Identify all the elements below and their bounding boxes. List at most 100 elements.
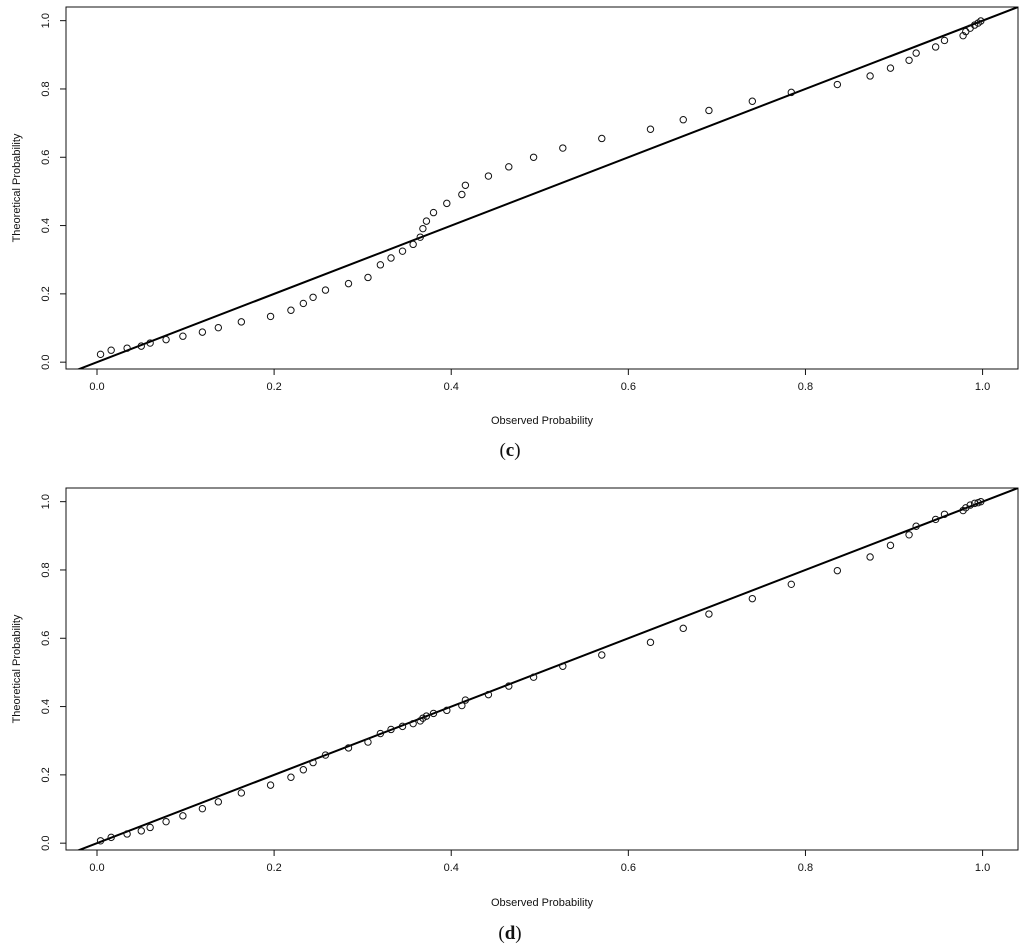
x-tick-label: 0.8 [798,381,813,393]
y-tick-label: 0.8 [40,562,52,577]
data-point [484,172,493,180]
y-tick-label: 0.6 [40,631,52,646]
data-point [886,541,895,550]
data-point [443,199,451,208]
data-point [912,49,920,57]
panel-c: Theoretical Probability Observed Probabi… [11,6,1019,461]
data-point [107,833,115,842]
x-tick-label: 0.8 [798,862,813,874]
data-point [198,328,207,336]
data-point [237,789,246,797]
data-point [198,804,207,813]
x-tick-label: 0.4 [444,862,459,874]
data-point [214,323,223,332]
data-point [123,344,131,352]
data-point [146,823,154,832]
data-point [409,240,417,249]
data-point [646,638,655,647]
data-point [787,580,795,589]
y-axis-label: Theoretical Probability [11,133,23,242]
data-point [484,690,493,699]
data-point [787,88,795,97]
y-tick-label: 0.2 [40,286,52,301]
data-point [443,706,451,715]
x-axis-label: Observed Probability [491,415,594,427]
data-point [409,719,417,728]
x-tick-label: 0.6 [621,381,636,393]
data-point [376,729,385,738]
data-point [705,610,713,618]
x-tick-label: 1.0 [975,862,990,874]
data-point [429,208,438,217]
data-point [458,701,466,710]
data-point [214,798,223,806]
y-tick-label: 0.6 [40,150,52,165]
data-point [598,134,606,143]
data-point [833,566,842,575]
data-point [833,80,842,89]
data-point [422,712,431,720]
data-point [266,312,275,321]
data-point [458,190,466,199]
data-point [266,781,275,789]
data-point [419,224,427,233]
data-point [905,531,913,539]
data-point [646,125,655,133]
reference-line [76,7,1018,369]
data-point [344,279,353,288]
y-tick-label: 0.0 [40,355,52,370]
data-point [977,17,985,25]
y-tick-label: 0.4 [40,218,52,233]
panel-label-open-paren: ( [498,923,504,944]
plot-frame [65,6,1019,370]
data-point [429,709,438,718]
data-point [461,696,470,704]
reference-line [76,488,1018,850]
data-point [416,233,424,241]
data-point [299,299,308,308]
data-point [364,738,372,746]
panel-label-letter: c [506,440,514,461]
x-tick-label: 1.0 [975,381,990,393]
panel-d: Theoretical Probability Observed Probabi… [11,487,1019,944]
data-point [966,501,974,509]
data-point [123,830,131,838]
data-point [321,286,330,294]
data-point [977,497,985,506]
data-point [387,254,395,262]
data-point [107,346,115,354]
data-point [137,827,145,835]
panel-label: (c) [499,440,520,461]
x-tick-label: 0.6 [621,862,636,874]
data-point [931,515,940,524]
x-tick-label: 0.4 [444,381,459,393]
panel-label-close-paren: ) [514,440,520,461]
y-tick-label: 0.0 [40,836,52,851]
plot-frame [65,487,1019,851]
data-point [748,594,757,603]
data-point [96,837,105,845]
data-point [529,673,538,681]
data-point [419,714,427,722]
data-point [912,522,920,530]
data-point [137,342,145,350]
data-point [679,624,687,633]
y-tick-label: 1.0 [40,494,52,509]
data-point [179,332,187,340]
data-point [461,181,470,189]
x-tick-label: 0.0 [89,862,104,874]
data-point [905,56,913,64]
x-axis-label: Observed Probability [491,897,594,909]
data-point [162,335,170,344]
x-tick-label: 0.2 [266,381,281,393]
x-tick-label: 0.0 [89,381,104,393]
data-point [237,318,246,326]
data-point [970,21,979,29]
data-point [96,350,105,359]
data-point [387,725,395,734]
data-point [287,306,295,314]
y-tick-label: 0.4 [40,699,52,714]
data-point [866,72,874,80]
data-point [748,97,757,105]
